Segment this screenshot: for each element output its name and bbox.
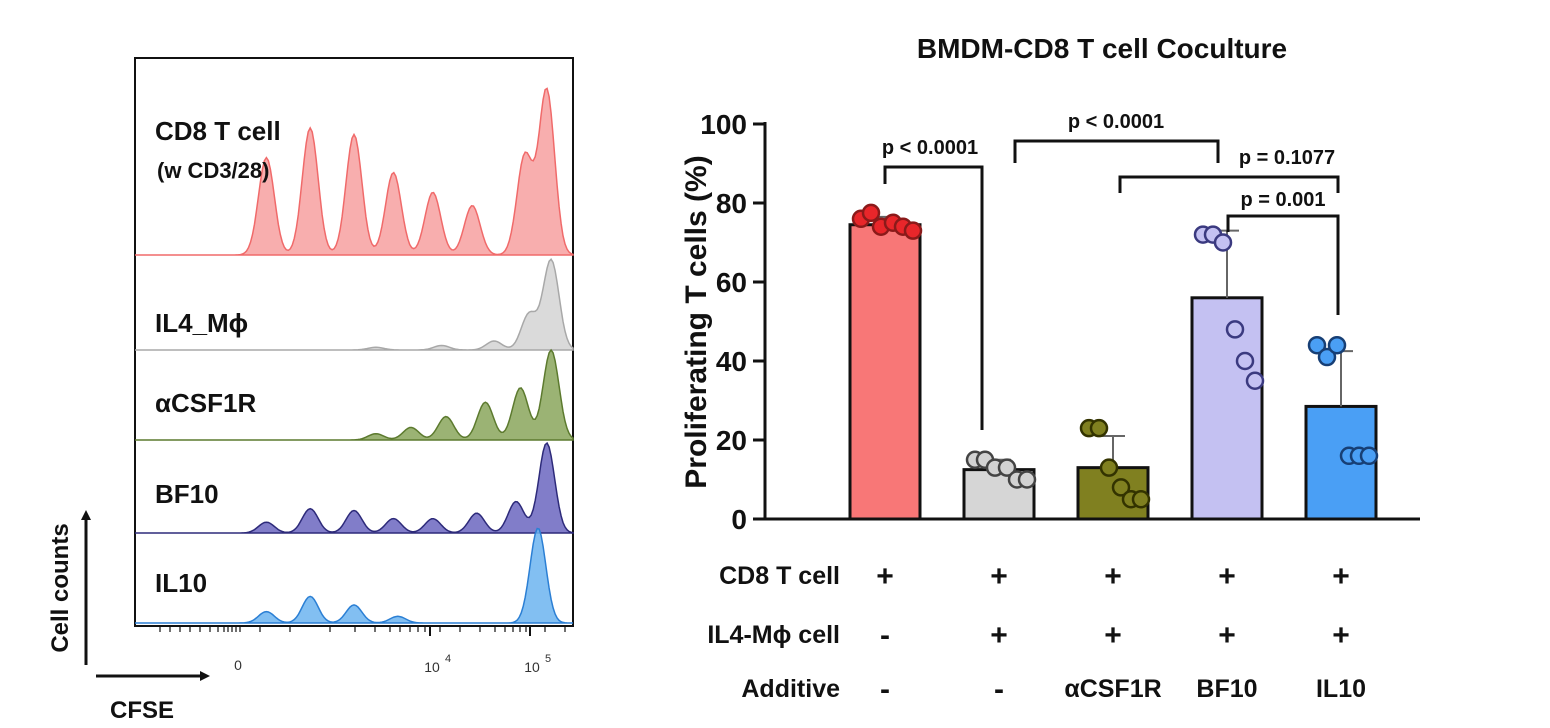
bar-chart-panel: BMDM-CD8 T cell Coculture Proliferating … — [680, 33, 1420, 706]
data-point-0-5 — [903, 221, 923, 240]
condition-cell-1-0: - — [880, 619, 890, 652]
stat-bracket-3 — [1226, 214, 1340, 315]
y-tick-label-4: 80 — [716, 188, 747, 219]
data-point-4-5 — [1359, 446, 1379, 466]
histogram-curve-1 — [135, 257, 574, 351]
data-point-4-1 — [1317, 347, 1337, 367]
bars — [848, 203, 1379, 521]
histogram-label-2: αCSF1R — [155, 388, 256, 418]
histogram-curve-4 — [135, 527, 573, 624]
condition-row-label-1: IL4-Mϕ cell — [707, 621, 840, 649]
stat-annotations: p < 0.0001 p < 0.0001 p = 0.1077 p = 0.001 — [882, 111, 1340, 430]
data-point-2-1 — [1089, 418, 1109, 438]
data-point-4-0 — [1307, 335, 1327, 355]
condition-cell-0-1: + — [990, 560, 1008, 593]
stat-label-3: p = 0.001 — [1240, 189, 1325, 211]
stat-bracket-0 — [883, 165, 984, 430]
y-tick-label-1: 20 — [716, 425, 747, 456]
data-point-1-5 — [1017, 470, 1037, 489]
x-tick-label-10-5-exp: 5 — [545, 653, 551, 665]
condition-cell-0-0: + — [876, 560, 894, 593]
data-point-0-1 — [861, 203, 881, 223]
histogram-curve-0 — [135, 87, 574, 256]
y-tick-label-3: 60 — [716, 267, 747, 298]
histogram-label-0: CD8 T cell — [155, 116, 281, 146]
data-point-1-3 — [997, 458, 1017, 477]
histogram-label-4: IL10 — [155, 568, 207, 598]
condition-cell-1-2: + — [1104, 619, 1122, 652]
cfse-axis-ticks — [159, 626, 566, 636]
condition-row-label-0: CD8 T cell — [719, 562, 840, 590]
data-point-3-3 — [1225, 320, 1245, 339]
stat-label-0: p < 0.0001 — [882, 137, 978, 159]
condition-table: CD8 T cell + + + + + IL4-Mϕ cell - + + + + Additive -… — [707, 560, 1366, 706]
condition-cell-1-4: + — [1332, 619, 1350, 652]
histogram-label-3: BF10 — [155, 479, 219, 509]
bar-3 — [1190, 296, 1264, 521]
condition-row-label-2: Additive — [741, 675, 840, 703]
condition-cell-1-1: + — [990, 619, 1008, 652]
x-axis-label: CFSE — [110, 697, 174, 724]
histogram-sublabel-0: (w CD3/28) — [157, 158, 269, 183]
y-axis-title: Proliferating T cells (%) — [680, 155, 713, 488]
histogram-label-1: IL4_Mϕ — [155, 308, 248, 338]
chart-title: BMDM-CD8 T cell Coculture — [917, 33, 1287, 64]
data-point-2-2 — [1099, 458, 1119, 477]
condition-cell-2-2: αCSF1R — [1064, 675, 1161, 703]
histogram-labels: CD8 T cell (w CD3/28) IL4_Mϕ αCSF1R BF10 IL10 — [155, 116, 281, 598]
data-point-3-4 — [1235, 351, 1255, 371]
condition-cell-2-3: BF10 — [1196, 675, 1257, 703]
condition-cell-2-4: IL10 — [1316, 675, 1366, 703]
y-tick-label-0: 0 — [731, 504, 747, 535]
facs-histogram-panel: CD8 T cell (w CD3/28) IL4_Mϕ αCSF1R BF10 IL10… — [47, 57, 574, 724]
condition-cell-2-0: - — [880, 673, 890, 706]
data-point-2-5 — [1131, 490, 1151, 509]
histogram-curve-3 — [135, 441, 574, 534]
stat-label-2: p = 0.1077 — [1239, 147, 1335, 169]
histogram-frame — [134, 57, 574, 627]
x-tick-label-10-5: 10 — [524, 659, 540, 675]
y-tick-label-2: 40 — [716, 346, 747, 377]
condition-cell-1-3: + — [1218, 619, 1236, 652]
condition-cell-0-4: + — [1332, 560, 1350, 593]
histogram-curve-2 — [135, 348, 574, 441]
data-point-2-3 — [1111, 478, 1131, 497]
stat-bracket-2 — [1118, 175, 1340, 193]
data-point-4-2 — [1327, 335, 1347, 355]
data-point-3-2 — [1213, 233, 1233, 252]
x-tick-label-10-4: 10 — [424, 659, 440, 675]
histogram-curves — [135, 87, 574, 624]
y-axis-label: Cell counts — [47, 523, 74, 652]
condition-cell-0-2: + — [1104, 560, 1122, 593]
bar-0 — [848, 223, 922, 521]
y-tick-label-5: 100 — [700, 109, 747, 140]
condition-cell-0-3: + — [1218, 560, 1236, 593]
stat-bracket-1 — [1013, 139, 1220, 163]
x-tick-label-10-4-exp: 4 — [445, 653, 451, 665]
stat-label-1: p < 0.0001 — [1068, 111, 1164, 133]
condition-cell-2-1: - — [994, 673, 1004, 706]
data-point-3-5 — [1245, 371, 1265, 390]
x-tick-label-0: 0 — [234, 657, 242, 673]
